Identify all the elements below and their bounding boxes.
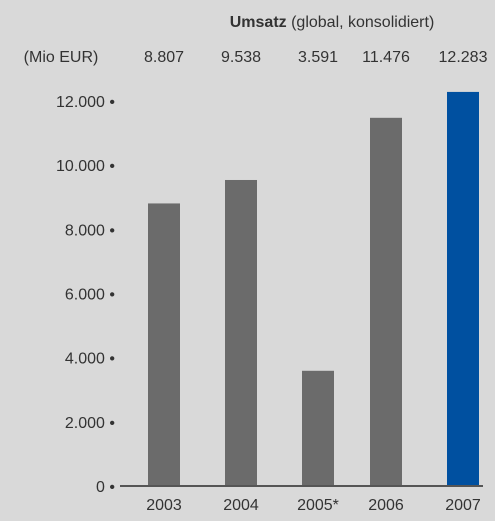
bar-2005 xyxy=(302,370,334,486)
value-label: 3.591 xyxy=(298,49,338,66)
bar-2007 xyxy=(447,91,479,487)
value-label: 11.476 xyxy=(362,49,410,66)
bar-2003 xyxy=(148,203,180,486)
bars xyxy=(148,91,479,487)
y-tick-label: 8.000 • xyxy=(65,222,115,239)
value-unit-label: (Mio EUR) xyxy=(24,49,99,66)
chart-title-bold: Umsatz xyxy=(230,14,287,31)
y-tick-label: 4.000 • xyxy=(65,351,115,368)
x-tick-label: 2006 xyxy=(368,497,404,514)
y-tick-label: 6.000 • xyxy=(65,287,115,304)
y-tick-label: 10.000 • xyxy=(56,158,115,175)
value-label: 8.807 xyxy=(144,49,184,66)
x-tick-label: 2005* xyxy=(297,497,339,514)
x-tick-label: 2004 xyxy=(223,497,259,514)
value-label: 9.538 xyxy=(221,49,261,66)
x-tick-label: 2003 xyxy=(146,497,182,514)
value-labels: 8.807 9.538 3.591 11.476 12.283 xyxy=(144,49,488,66)
y-tick-label: 2.000 • xyxy=(65,415,115,432)
bar-2004 xyxy=(225,179,257,486)
y-axis-ticks: 0 • 2.000 • 4.000 • 6.000 • 8.000 • 10.000 • 1… xyxy=(56,94,115,496)
x-axis-labels: 2003 2004 2005* 2006 2007 xyxy=(146,497,481,514)
bar-2006 xyxy=(370,117,402,486)
chart-title-rest: (global, konsolidiert) xyxy=(287,14,435,31)
x-tick-label: 2007 xyxy=(445,497,481,514)
y-tick-label: 12.000 • xyxy=(56,94,115,111)
y-tick-label: 0 • xyxy=(96,479,115,496)
chart-title: Umsatz (global, konsolidiert) xyxy=(230,14,435,31)
value-label: 12.283 xyxy=(439,49,488,66)
